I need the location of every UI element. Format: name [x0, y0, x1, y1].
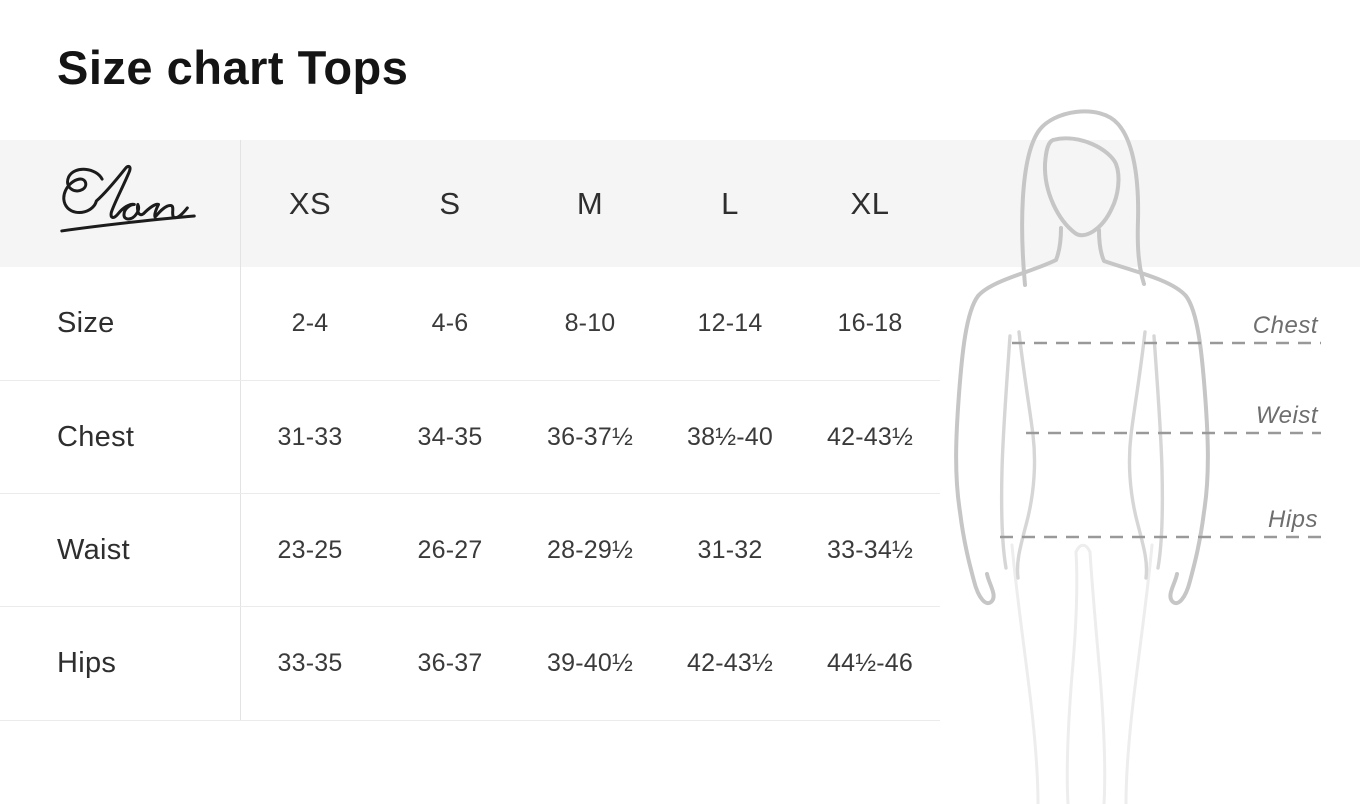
size-col-header-l: L	[721, 185, 739, 221]
table-row-size: Size 2-4 4-6 8-10 12-14 16-18	[0, 267, 940, 381]
cell-size-s: 4-6	[431, 309, 469, 337]
row-values-hips: 33-35 36-37 39-40½ 42-43½ 44½-46	[240, 607, 940, 720]
size-col-header-xs: XS	[288, 185, 332, 221]
cell-waist-s: 26-27	[417, 535, 483, 564]
cell-chest-xl: 42-43½	[827, 422, 913, 451]
measurement-figure: Chest Weist Hips	[940, 100, 1360, 804]
cell-size-xl: 16-18	[837, 309, 903, 337]
figure-label-hips: Hips	[1268, 506, 1318, 533]
cell-waist-xl: 33-34½	[827, 535, 913, 564]
size-header-row: XS S M L XL	[240, 140, 940, 267]
size-col-header-m: M	[576, 185, 604, 221]
cell-size-xs: 2-4	[291, 309, 329, 337]
cell-hips-l: 42-43½	[687, 649, 773, 677]
table-column-divider	[240, 140, 241, 721]
figure-label-chest: Chest	[1253, 312, 1319, 339]
row-label-waist: Waist	[57, 533, 130, 566]
cell-size-m: 8-10	[564, 309, 616, 337]
table-row-waist: Waist 23-25 26-27 28-29½ 31-32 33-34½	[0, 494, 940, 607]
cell-chest-l: 38½-40	[687, 422, 773, 451]
cell-waist-l: 31-32	[697, 535, 763, 564]
cell-hips-xs: 33-35	[277, 649, 343, 677]
female-body-outline-icon: Chest Weist Hips	[954, 109, 1321, 804]
row-label-size: Size	[57, 307, 115, 339]
row-values-chest: 31-33 34-35 36-37½ 38½-40 42-43½	[240, 381, 940, 493]
cell-chest-s: 34-35	[417, 422, 483, 451]
row-values-waist: 23-25 26-27 28-29½ 31-32 33-34½	[240, 494, 940, 606]
row-label-hips: Hips	[57, 647, 117, 679]
cell-hips-s: 36-37	[417, 649, 483, 677]
brand-logo	[52, 163, 204, 239]
size-col-header-xl: XL	[850, 185, 890, 221]
page-title: Size chart Tops	[57, 41, 409, 94]
cell-hips-xl: 44½-46	[827, 649, 913, 677]
cell-chest-m: 36-37½	[547, 422, 633, 451]
cell-chest-xs: 31-33	[277, 422, 343, 451]
cell-hips-m: 39-40½	[547, 649, 633, 677]
cell-waist-m: 28-29½	[547, 535, 633, 564]
brand-signature-icon	[60, 164, 196, 233]
table-row-hips: Hips 33-35 36-37 39-40½ 42-43½ 44½-46	[0, 607, 940, 721]
row-label-chest: Chest	[57, 420, 135, 453]
size-col-header-s: S	[439, 185, 461, 221]
cell-size-l: 12-14	[697, 309, 763, 337]
row-values-size: 2-4 4-6 8-10 12-14 16-18	[240, 267, 940, 380]
cell-waist-xs: 23-25	[277, 535, 343, 564]
figure-label-waist: Weist	[1256, 402, 1319, 429]
table-row-chest: Chest 31-33 34-35 36-37½ 38½-40 42-43½	[0, 381, 940, 494]
